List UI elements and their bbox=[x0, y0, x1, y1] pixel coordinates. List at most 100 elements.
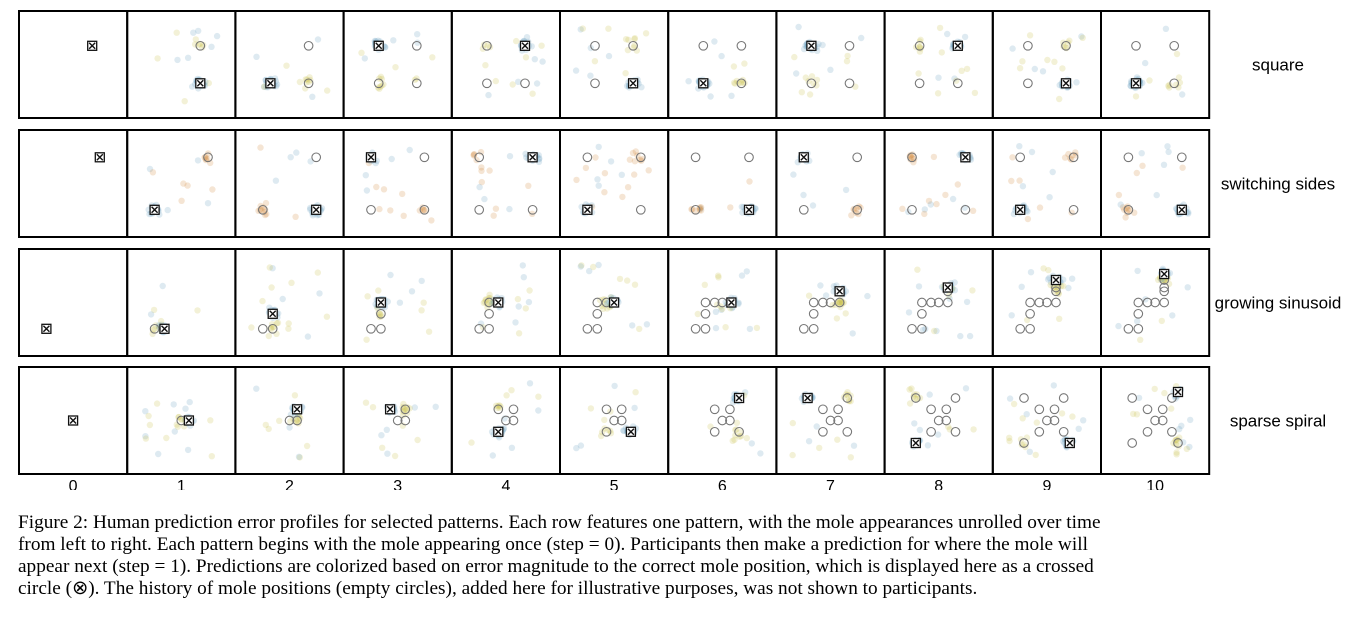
prediction-dot bbox=[753, 324, 761, 332]
prediction-dot bbox=[601, 189, 608, 196]
prediction-dot bbox=[645, 167, 652, 174]
prediction-dot bbox=[207, 417, 214, 424]
mole-target-cross bbox=[745, 206, 753, 214]
prediction-dot bbox=[1056, 315, 1063, 322]
history-circle bbox=[1123, 152, 1134, 163]
history-circle bbox=[482, 40, 492, 51]
prediction-dot bbox=[414, 31, 421, 38]
prediction-dot bbox=[201, 154, 208, 161]
prediction-dot bbox=[852, 83, 859, 90]
history-circle bbox=[709, 426, 720, 437]
history-circle bbox=[1131, 40, 1141, 51]
prediction-dot bbox=[963, 298, 971, 306]
prediction-dot bbox=[174, 423, 181, 430]
prediction-dot bbox=[515, 330, 523, 337]
prediction-dot bbox=[692, 207, 699, 214]
history-circle bbox=[1127, 393, 1138, 403]
prediction-dot bbox=[587, 72, 594, 79]
prediction-dot bbox=[380, 186, 388, 193]
prediction-dot bbox=[790, 171, 797, 178]
prediction-dot bbox=[604, 299, 611, 307]
prediction-dot bbox=[482, 61, 489, 69]
prediction-dot bbox=[375, 287, 382, 294]
prediction-dot bbox=[309, 93, 316, 101]
prediction-dot bbox=[257, 144, 264, 151]
prediction-dot bbox=[213, 32, 221, 40]
prediction-dot bbox=[145, 412, 152, 420]
history-circle bbox=[1068, 204, 1079, 215]
prediction-dot bbox=[377, 83, 384, 90]
history-circle bbox=[926, 404, 936, 415]
prediction-dot bbox=[620, 427, 627, 434]
prediction-dot bbox=[624, 184, 632, 191]
history-circle bbox=[1173, 438, 1183, 448]
row-label: sparse spiral bbox=[1230, 412, 1326, 431]
history-circle bbox=[303, 78, 314, 89]
prediction-dot bbox=[177, 415, 185, 423]
prediction-dot bbox=[808, 73, 816, 80]
prediction-dot bbox=[1162, 25, 1170, 32]
prediction-dot bbox=[739, 76, 746, 84]
prediction-dot bbox=[1016, 177, 1023, 184]
step-label: 6 bbox=[718, 478, 727, 490]
history-circle bbox=[493, 404, 504, 415]
history-circle bbox=[1142, 297, 1153, 308]
panel bbox=[667, 366, 778, 475]
history-circle bbox=[950, 426, 961, 437]
prediction-dot bbox=[951, 287, 958, 294]
prediction-dot bbox=[620, 427, 627, 435]
history-circle bbox=[616, 415, 627, 426]
prediction-dot bbox=[419, 206, 427, 214]
prediction-dot bbox=[741, 79, 748, 87]
prediction-dot bbox=[204, 155, 211, 162]
prediction-dot bbox=[1184, 284, 1191, 291]
history-circle bbox=[806, 78, 817, 89]
prediction-dot bbox=[925, 197, 933, 205]
prediction-dot bbox=[274, 319, 282, 326]
prediction-dot bbox=[805, 438, 813, 445]
prediction-dot bbox=[622, 70, 629, 77]
history-circle bbox=[690, 204, 701, 215]
step-label: 4 bbox=[501, 478, 510, 490]
prediction-dot bbox=[1153, 191, 1160, 199]
prediction-dot bbox=[363, 187, 371, 194]
history-circle bbox=[292, 415, 302, 426]
prediction-dot bbox=[594, 176, 601, 183]
history-circle bbox=[1051, 286, 1061, 297]
prediction-dot bbox=[916, 43, 924, 51]
panel bbox=[450, 248, 561, 357]
history-circle bbox=[474, 152, 485, 163]
prediction-dot bbox=[208, 453, 215, 460]
caption-line: circle (⊗). The history of mole position… bbox=[18, 578, 978, 599]
prediction-dot bbox=[696, 204, 704, 211]
prediction-dot bbox=[598, 302, 605, 310]
prediction-dot bbox=[1039, 68, 1047, 75]
history-circle bbox=[1167, 426, 1177, 437]
prediction-dot bbox=[1019, 58, 1026, 65]
prediction-dot bbox=[643, 321, 651, 328]
history-circle bbox=[482, 78, 492, 89]
prediction-dot bbox=[1142, 59, 1149, 67]
prediction-dot bbox=[268, 284, 275, 291]
prediction-dot bbox=[401, 405, 408, 413]
history-circle bbox=[833, 404, 843, 415]
history-circle bbox=[1025, 323, 1035, 334]
panel bbox=[667, 129, 778, 238]
prediction-dot bbox=[601, 301, 608, 308]
prediction-dot bbox=[164, 206, 171, 214]
prediction-dot bbox=[632, 148, 639, 155]
prediction-dot bbox=[1019, 183, 1027, 190]
prediction-dot bbox=[743, 268, 750, 275]
prediction-dot bbox=[853, 205, 860, 212]
prediction-dot bbox=[377, 310, 384, 318]
prediction-dot bbox=[813, 82, 820, 89]
prediction-dot bbox=[408, 288, 416, 295]
prediction-dot bbox=[737, 79, 745, 87]
history-circle bbox=[616, 404, 627, 415]
prediction-dot bbox=[618, 171, 625, 178]
prediction-dot bbox=[270, 324, 277, 331]
history-circle bbox=[950, 393, 961, 403]
history-circle bbox=[1150, 415, 1160, 426]
prediction-dot bbox=[906, 386, 913, 393]
prediction-dot bbox=[535, 393, 542, 400]
